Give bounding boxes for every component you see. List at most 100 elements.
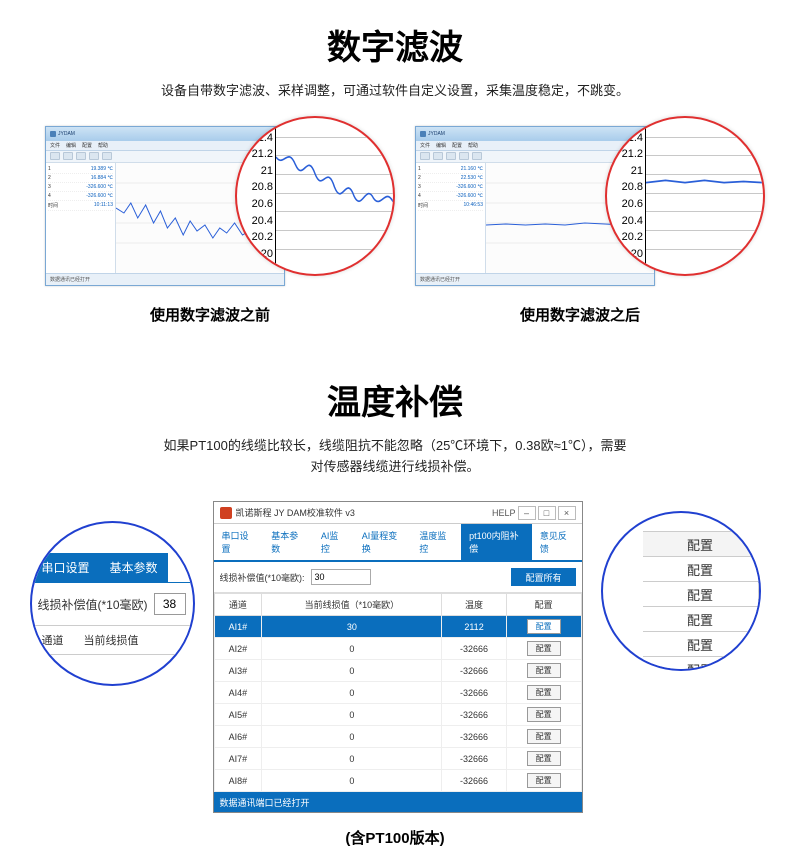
caption-after: 使用数字滤波之后 [415, 304, 745, 325]
table-row[interactable]: AI7#0-32666配置 [214, 748, 581, 770]
ytick-label: 21.4 [239, 132, 273, 144]
sidebar-row: 3-326.600 ℃ [418, 183, 483, 192]
ytick-label: 20.6 [609, 198, 643, 210]
ytick-label: 21.2 [609, 148, 643, 160]
config-tab[interactable]: 意见反馈 [532, 524, 582, 560]
table-row[interactable]: AI8#0-32666配置 [214, 770, 581, 792]
ytick-label: 20.4 [239, 215, 273, 227]
section-title: 温度补偿 [0, 375, 790, 424]
zoom-right-row[interactable]: 配置 [643, 631, 759, 657]
config-tab[interactable]: AI量程变换 [354, 524, 412, 560]
sidebar: 119.389 ℃216.884 ℃3-326.600 ℃4-326.600 ℃… [46, 163, 116, 273]
config-tab[interactable]: pt100内阻补偿 [461, 524, 532, 560]
statusbar: 数据通讯已经打开 [416, 273, 654, 285]
configure-button[interactable]: 配置 [527, 619, 561, 634]
temp-compensation-section: 温度补偿 如果PT100的线缆比较长，线缆阻抗不能忽略（25℃环境下，0.38欧… [0, 345, 790, 868]
help-link[interactable]: HELP [492, 508, 516, 518]
ytick-label: 21 [609, 165, 643, 177]
configure-button[interactable]: 配置 [527, 773, 561, 788]
digital-filter-section: 数字滤波 设备自带数字滤波、采样调整，可通过软件自定义设置，采集温度稳定，不跳变… [0, 0, 790, 345]
app-title: JYDAM [58, 131, 75, 137]
zoom-right-row[interactable]: 配置 [643, 581, 759, 607]
sidebar-row: 3-326.600 ℃ [48, 183, 113, 192]
sidebar-row: 时间10:11:13 [48, 201, 113, 211]
config-tab[interactable]: AI监控 [313, 524, 354, 560]
configure-button[interactable]: 配置 [527, 751, 561, 766]
ytick-label: 20.8 [239, 181, 273, 193]
configure-button[interactable]: 配置 [527, 685, 561, 700]
app-title: JYDAM [428, 131, 445, 137]
ytick-label: 20 [239, 248, 273, 260]
zoom-ylabels: 21.421.22120.820.620.420.220 [237, 118, 275, 274]
close-button[interactable]: × [558, 506, 576, 520]
table-header: 温度 [442, 594, 506, 616]
zoom-right-row[interactable]: 配置 [643, 606, 759, 632]
table-row[interactable]: AI2#0-32666配置 [214, 638, 581, 660]
ytick-label: 20.6 [239, 198, 273, 210]
ytick-label: 20.8 [609, 181, 643, 193]
config-window: 凯诺斯程 JY DAM校准软件 v3 HELP – □ × 串口设置基本参数AI… [213, 501, 583, 813]
config-statusbar: 数据通讯端口已经打开 [214, 792, 582, 812]
compare-row: JYDAM 文件编辑配置帮助 119.389 ℃216.884 ℃3-326.6… [0, 126, 790, 325]
config-tab[interactable]: 基本参数 [263, 524, 313, 560]
config-tab[interactable]: 温度监控 [411, 524, 461, 560]
caption-before: 使用数字滤波之前 [45, 304, 375, 325]
zoom-left-header: 通道 当前线损值 [32, 625, 193, 655]
col-channel: 通道 [32, 626, 74, 654]
table-row[interactable]: AI4#0-32666配置 [214, 682, 581, 704]
configure-all-button[interactable]: 配置所有 [511, 568, 575, 586]
zoom-right-row[interactable]: 配置 [643, 556, 759, 582]
tab-serial[interactable]: 串口设置 [32, 553, 100, 582]
zoom-left-circle: 串口设置 基本参数 线损补偿值(*10毫欧) 通道 当前线损值 [30, 521, 195, 686]
table-row[interactable]: AI5#0-32666配置 [214, 704, 581, 726]
table-row[interactable]: AI6#0-32666配置 [214, 726, 581, 748]
ytick-label: 20.2 [609, 231, 643, 243]
filter-input[interactable] [311, 569, 371, 585]
col-value: 当前线损值 [74, 626, 149, 654]
zoom-ylabels: 21.421.22120.820.620.420.220 [607, 118, 645, 274]
sidebar-row: 4-326.600 ℃ [418, 192, 483, 201]
config-filter-row: 线损补偿值(*10毫欧): 配置所有 [214, 562, 582, 593]
tab-basic[interactable]: 基本参数 [100, 553, 168, 582]
ytick-label: 21 [239, 165, 273, 177]
config-table: 通道当前线损值（*10毫欧）温度配置 AI1#302112配置AI2#0-326… [214, 593, 582, 792]
sidebar-row: 121.160 ℃ [418, 165, 483, 174]
version-note: (含PT100版本) [0, 827, 790, 848]
ytick-label: 21.4 [609, 132, 643, 144]
field-input[interactable] [154, 593, 186, 615]
zoom-right-row[interactable]: 配置 [643, 656, 759, 671]
sidebar: 121.160 ℃222.530 ℃3-326.600 ℃4-326.600 ℃… [416, 163, 486, 273]
table-header: 当前线损值（*10毫欧） [262, 594, 442, 616]
configure-button[interactable]: 配置 [527, 641, 561, 656]
app-icon [420, 131, 426, 137]
window-title: 凯诺斯程 JY DAM校准软件 v3 [236, 506, 355, 519]
sidebar-row: 119.389 ℃ [48, 165, 113, 174]
configure-button[interactable]: 配置 [527, 707, 561, 722]
zoom-circle-after: 21.421.22120.820.620.420.220 [605, 116, 765, 276]
configure-button[interactable]: 配置 [527, 729, 561, 744]
maximize-button[interactable]: □ [538, 506, 556, 520]
zoom-chart [275, 118, 393, 274]
ytick-label: 20.4 [609, 215, 643, 227]
table-row[interactable]: AI1#302112配置 [214, 616, 581, 638]
zoom-right-circle: 配置配置配置配置配置配置 [601, 511, 761, 671]
sidebar-row: 4-326.600 ℃ [48, 192, 113, 201]
config-tabs: 串口设置基本参数AI监控AI量程变换温度监控pt100内阻补偿意见反馈 [214, 524, 582, 562]
app-icon [220, 507, 232, 519]
minimize-button[interactable]: – [518, 506, 536, 520]
comp-row: 串口设置 基本参数 线损补偿值(*10毫欧) 通道 当前线损值 凯诺斯程 JY … [0, 501, 790, 813]
configure-button[interactable]: 配置 [527, 663, 561, 678]
compare-before: JYDAM 文件编辑配置帮助 119.389 ℃216.884 ℃3-326.6… [45, 126, 375, 325]
table-row[interactable]: AI3#0-32666配置 [214, 660, 581, 682]
statusbar: 数据通讯已经打开 [46, 273, 284, 285]
zoom-circle-before: 21.421.22120.820.620.420.220 [235, 116, 395, 276]
field-label: 线损补偿值(*10毫欧) [38, 596, 148, 613]
sidebar-row: 216.884 ℃ [48, 174, 113, 183]
sidebar-row: 时间10:46:53 [418, 201, 483, 211]
config-tab[interactable]: 串口设置 [214, 524, 264, 560]
sidebar-row: 222.530 ℃ [418, 174, 483, 183]
table-header: 通道 [214, 594, 262, 616]
zoom-right-header: 配置 [643, 531, 759, 557]
app-icon [50, 131, 56, 137]
zoom-left-tabs: 串口设置 基本参数 [32, 553, 193, 583]
